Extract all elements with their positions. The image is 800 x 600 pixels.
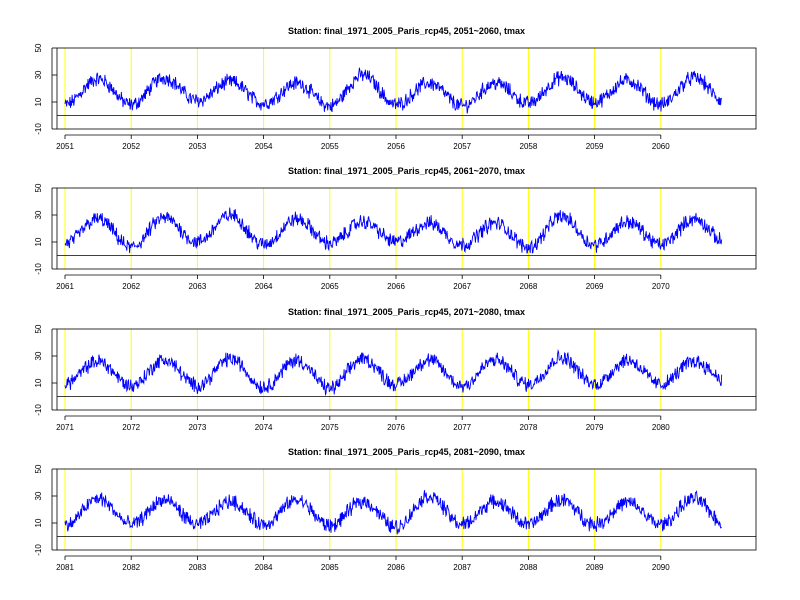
chart-title: Station: final_1971_2005_Paris_rcp45, 20… <box>288 26 525 36</box>
x-tick-label: 2062 <box>122 282 140 291</box>
x-tick-label: 2052 <box>122 142 140 151</box>
plot-frame <box>56 47 757 130</box>
chart-title: Station: final_1971_2005_Paris_rcp45, 20… <box>288 166 525 176</box>
chart-title: Station: final_1971_2005_Paris_rcp45, 20… <box>288 307 525 317</box>
x-tick-label: 2075 <box>321 423 339 432</box>
x-tick-label: 2053 <box>189 142 207 151</box>
y-tick-label: 10 <box>34 237 43 246</box>
temperature-series-line <box>64 67 723 114</box>
x-tick-label: 2089 <box>586 563 604 572</box>
plot-frame <box>56 187 757 270</box>
x-tick-label: 2064 <box>255 282 273 291</box>
x-tick-label: 2058 <box>520 142 538 151</box>
y-tick-label: 10 <box>34 518 43 527</box>
x-tick-label: 2051 <box>56 142 74 151</box>
x-tick-label: 2083 <box>189 563 207 572</box>
y-tick-label: 30 <box>34 351 43 360</box>
x-tick-label: 2059 <box>586 142 604 151</box>
x-tick-label: 2087 <box>453 563 471 572</box>
y-tick-label: 30 <box>34 210 43 219</box>
x-tick-label: 2072 <box>122 423 140 432</box>
x-tick-label: 2078 <box>520 423 538 432</box>
temperature-series-line <box>64 490 722 535</box>
x-tick-label: 2056 <box>387 142 405 151</box>
y-tick-label: -10 <box>34 123 43 135</box>
x-tick-label: 2070 <box>652 282 670 291</box>
y-tick-label: 30 <box>34 70 43 79</box>
x-tick-label: 2086 <box>387 563 405 572</box>
x-tick-label: 2068 <box>520 282 538 291</box>
x-tick-label: 2077 <box>453 423 471 432</box>
y-tick-label: 10 <box>34 97 43 106</box>
x-tick-label: 2066 <box>387 282 405 291</box>
y-tick-label: -10 <box>34 544 43 556</box>
y-tick-label: 50 <box>34 464 43 473</box>
x-tick-label: 2081 <box>56 563 74 572</box>
y-tick-label: 50 <box>34 43 43 52</box>
temperature-series-line <box>64 207 723 254</box>
plot-frame <box>56 328 757 411</box>
x-tick-label: 2080 <box>652 423 670 432</box>
x-tick-label: 2054 <box>255 142 273 151</box>
y-tick-label: 50 <box>34 324 43 333</box>
x-tick-label: 2079 <box>586 423 604 432</box>
x-tick-label: 2065 <box>321 282 339 291</box>
x-tick-label: 2084 <box>255 563 273 572</box>
y-tick-label: 30 <box>34 491 43 500</box>
x-tick-label: 2071 <box>56 423 74 432</box>
chart-title: Station: final_1971_2005_Paris_rcp45, 20… <box>288 447 525 457</box>
x-tick-label: 2057 <box>453 142 471 151</box>
plot-frame <box>56 468 757 551</box>
x-tick-label: 2076 <box>387 423 405 432</box>
y-tick-label: 10 <box>34 378 43 387</box>
x-tick-label: 2073 <box>189 423 207 432</box>
y-tick-label: -10 <box>34 263 43 275</box>
x-tick-label: 2061 <box>56 282 74 291</box>
x-tick-label: 2074 <box>255 423 273 432</box>
x-tick-label: 2060 <box>652 142 670 151</box>
x-tick-label: 2082 <box>122 563 140 572</box>
x-tick-label: 2069 <box>586 282 604 291</box>
x-tick-label: 2063 <box>189 282 207 291</box>
x-tick-label: 2088 <box>520 563 538 572</box>
x-tick-label: 2067 <box>453 282 471 291</box>
x-tick-label: 2085 <box>321 563 339 572</box>
y-tick-label: -10 <box>34 404 43 416</box>
x-tick-label: 2090 <box>652 563 670 572</box>
x-tick-label: 2055 <box>321 142 339 151</box>
y-tick-label: 50 <box>34 183 43 192</box>
temperature-series-line <box>64 349 723 397</box>
